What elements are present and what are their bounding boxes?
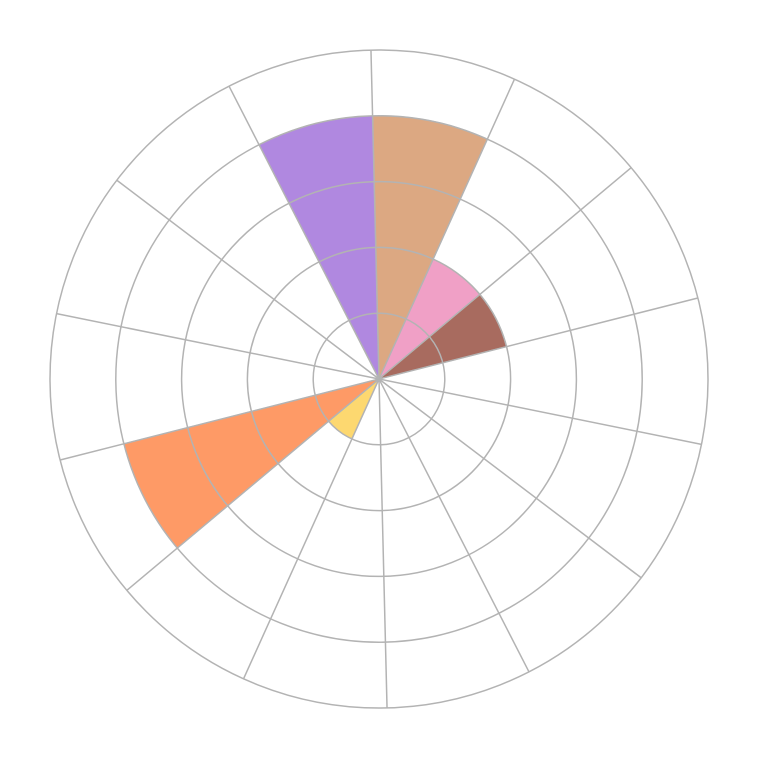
grid-spoke	[242, 378, 380, 680]
grid-spoke	[59, 378, 380, 461]
grid-spoke	[378, 378, 530, 673]
grid-ring	[312, 312, 446, 446]
grid-ring	[49, 49, 709, 709]
grid-ring	[180, 180, 578, 578]
grid-spoke	[116, 179, 380, 380]
grid-spoke	[228, 85, 380, 380]
grid-ring	[246, 246, 512, 512]
grid-ring	[115, 115, 643, 643]
grid-spoke	[378, 297, 699, 380]
grid-spoke	[378, 378, 642, 579]
bar	[258, 115, 380, 380]
grid-spoke	[378, 378, 388, 708]
grid-spoke	[378, 378, 702, 446]
grid-spoke	[370, 50, 380, 380]
grid-spoke	[56, 312, 380, 380]
grid-spoke	[378, 167, 632, 380]
grid-spoke	[378, 78, 516, 380]
grid-spoke	[126, 378, 380, 591]
